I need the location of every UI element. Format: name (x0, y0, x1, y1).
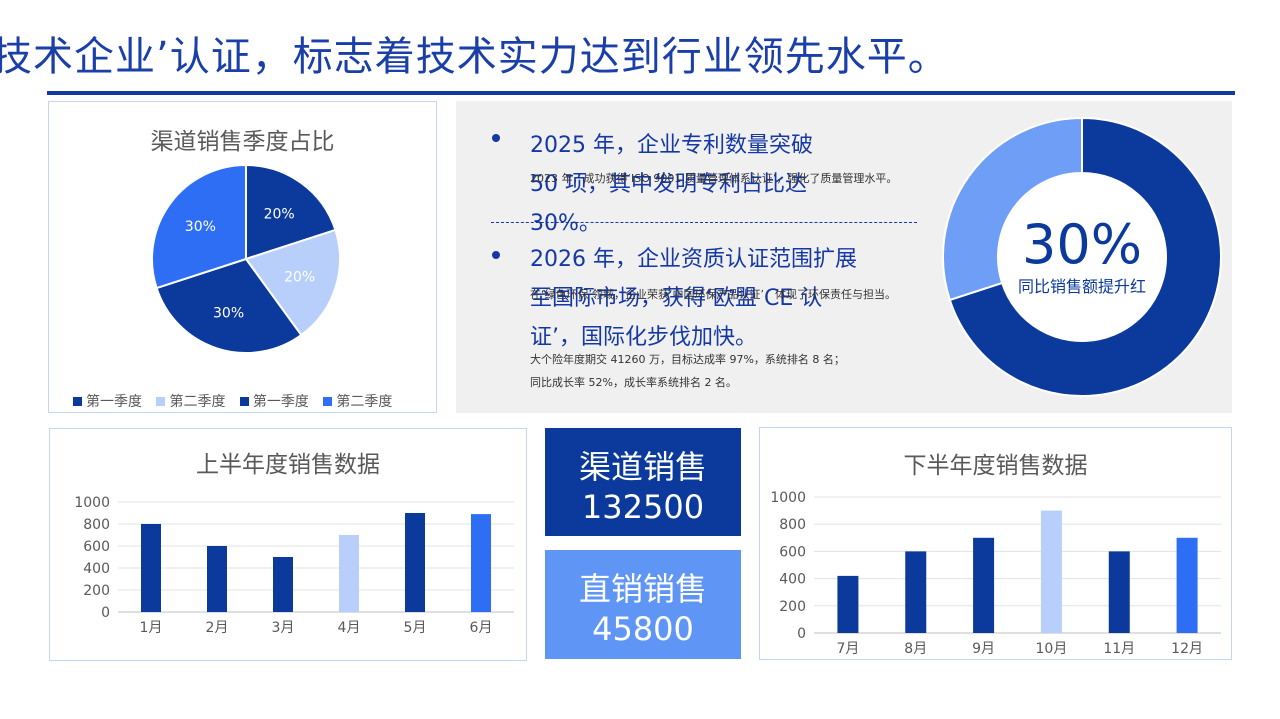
pie-data-label: 20% (264, 206, 295, 222)
bullet-marker (492, 134, 500, 142)
bar-chart-panel-h2: 下半年度销售数据 0 200 400 600 800 1000 7月 8月 9月 10月 11月 12… (759, 427, 1232, 660)
bar (273, 557, 293, 612)
legend-swatch (73, 396, 82, 406)
bar (973, 537, 995, 633)
y-tick-label: 200 (83, 583, 110, 599)
bar-chart-title-h2: 下半年度销售数据 (903, 453, 1088, 479)
bullet-marker (492, 251, 500, 259)
pie-data-label: 30% (185, 219, 216, 235)
y-tick-label: 400 (83, 561, 110, 577)
y-tick-label: 600 (83, 539, 110, 555)
bullet-text-patents: 2025 年，企业专利数量突破 50 项，其中发明专利占比达 30%。 (530, 133, 813, 236)
x-tick-label: 1月 (140, 620, 163, 636)
bullet-text-certification: 2026 年，企业资质认证范围扩展至国际市场，获得‘欧盟 CE 认证’，国际化步… (530, 247, 857, 350)
x-tick-label: 5月 (404, 620, 427, 636)
x-tick-label: 12月 (1171, 641, 1203, 657)
legend-label: 第二季度 (169, 394, 226, 410)
bar (837, 575, 859, 633)
x-tick-label: 7月 (836, 641, 859, 657)
bar (1040, 510, 1062, 633)
legend-swatch (323, 396, 333, 406)
pie-slice (244, 228, 341, 337)
y-tick-label: 800 (779, 517, 806, 533)
y-tick-label: 800 (83, 517, 110, 533)
bar-chart-h2: 0 200 400 600 800 1000 7月 8月 9月 10月 11月 12月 (770, 490, 1221, 657)
legend-label: 第二季度 (336, 394, 393, 410)
pie-slice (245, 163, 337, 261)
x-tick-label: 4月 (338, 620, 361, 636)
direct-sales-label: 直销销售 (578, 570, 707, 608)
title-underline (47, 91, 1235, 95)
bar (141, 524, 161, 612)
donut-center-label: 同比销售额提升红 (1018, 277, 1146, 296)
bar-chart-title-h1: 上半年度销售数据 (196, 452, 380, 478)
donut-segment (948, 116, 1222, 397)
y-tick-label: 1000 (74, 495, 110, 511)
y-tick-label: 600 (779, 544, 806, 560)
pie-chart-panel: 渠道销售季度占比 20% 20% 30% 30% 第一季度 第二季度 第一季度 第二季… (48, 101, 437, 413)
direct-sales-card: 直销销售 45800 (545, 550, 741, 659)
bar (405, 513, 425, 612)
note-iso: 2023 年，成功获得‘ISO 9001 质量管理体系认证’，强化了质量管理水平… (530, 172, 898, 185)
bar-chart-panel-h1: 上半年度销售数据 0 200 400 600 800 1000 1月 2月 3月 4月 5月 6月 (49, 428, 527, 661)
channel-sales-value: 132500 (581, 488, 705, 526)
page-title: 技术企业’认证，标志着技术实力达到行业领先水平。 (0, 34, 949, 80)
x-tick-label: 11月 (1103, 641, 1135, 657)
y-tick-label: 400 (779, 572, 806, 588)
x-tick-label: 9月 (972, 641, 995, 657)
bar (905, 551, 927, 633)
legend-item-q2b: 第二季度 (323, 394, 392, 410)
x-tick-label: 6月 (470, 620, 493, 636)
x-tick-label: 3月 (272, 620, 295, 636)
bar (1176, 537, 1198, 633)
channel-sales-label: 渠道销售 (578, 448, 707, 486)
channel-sales-card: 渠道销售 132500 (545, 428, 741, 536)
legend-item-q1b: 第一季度 (239, 394, 309, 410)
legend-label: 第一季度 (86, 394, 142, 410)
y-tick-label: 0 (101, 605, 110, 621)
donut-hole (999, 174, 1165, 340)
bar-chart-h1: 0 200 400 600 800 1000 1月 2月 3月 4月 5月 6月 (74, 495, 514, 636)
pie-data-label: 30% (213, 306, 244, 322)
bar (1108, 551, 1130, 633)
y-tick-label: 200 (779, 599, 806, 615)
bar (471, 514, 491, 612)
legend-swatch (239, 396, 249, 406)
donut-chart: 30% 同比销售额提升红 (942, 116, 1222, 397)
legend-swatch (156, 396, 166, 406)
pie-legend: 第一季度 第二季度 第一季度 第二季度 (73, 391, 402, 411)
legend-item-q1a: 第一季度 (73, 394, 142, 410)
pie-chart: 20% 20% 30% 30% (151, 163, 341, 354)
x-tick-label: 8月 (904, 641, 927, 657)
legend-label: 第一季度 (252, 394, 309, 410)
note-insurance: 大个险年度期交 41260 万，目标达成率 97%，系统排名 8 名； (530, 353, 845, 366)
y-tick-label: 1000 (770, 490, 806, 506)
bar (339, 535, 359, 612)
dashed-divider (491, 222, 917, 223)
pie-slice (151, 163, 247, 290)
y-tick-label: 0 (797, 626, 806, 642)
legend-item-q2a: 第二季度 (156, 394, 225, 410)
x-tick-label: 2月 (206, 620, 229, 636)
note-green: 在‘绿色环保’领域，企业荣获‘中国环保产品认证’，体现了环保责任与担当。 (530, 288, 896, 301)
x-tick-label: 10月 (1036, 641, 1068, 657)
pie-chart-title: 渠道销售季度占比 (150, 129, 335, 155)
bar (207, 546, 227, 612)
direct-sales-value: 45800 (592, 610, 694, 648)
note-growth: 同比成长率 52%，成长率系统排名 2 名。 (530, 376, 737, 389)
donut-segment (942, 116, 1083, 302)
pie-data-label: 20% (284, 269, 315, 285)
donut-center-value: 30% (1022, 213, 1142, 276)
pie-slice (155, 257, 303, 354)
